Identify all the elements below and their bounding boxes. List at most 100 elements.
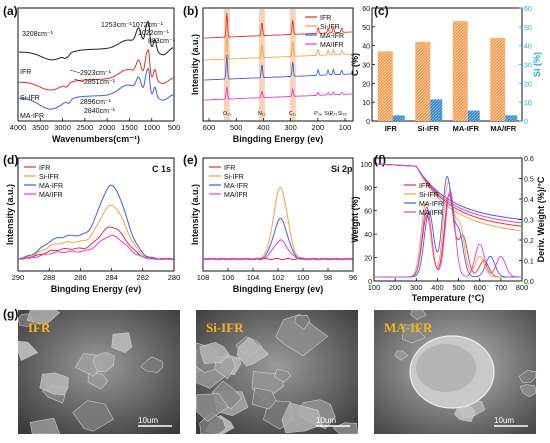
x-tick-label: 700 (495, 283, 508, 292)
x-tick-label: 286 (74, 273, 87, 282)
ftir-annotation: 2851cm⁻¹ (84, 79, 116, 86)
xps-e-series-MA/IFR (203, 239, 353, 261)
tga-x-label: Temperature (°C) (412, 293, 484, 303)
panel-label-g: (g) (3, 307, 18, 321)
survey-peak-label: P₂ₚ (314, 111, 323, 117)
tga-y-tick-label: 40 (364, 232, 372, 239)
survey-frame (202, 7, 354, 122)
tga-legend-label: Si-IFR (419, 192, 439, 199)
bar-y-tick-label-right: 20 (524, 81, 532, 88)
x-tick-label: 106 (222, 273, 235, 282)
x-tick-label: 2000 (99, 123, 116, 132)
x-tick-label: 108 (197, 273, 210, 282)
tga-y-tick-label-right: 0.0 (524, 279, 534, 286)
ftir-annotation: 1072cm⁻¹ (132, 22, 164, 29)
bar-y-tick-label-right: 50 (524, 25, 532, 32)
tga-legend-label: MA/IFR (419, 210, 443, 217)
xps-d-legend-label: MA-IFR (39, 183, 63, 190)
bar-y-tick-label: 0 (366, 119, 370, 126)
xps-d-frame (17, 157, 175, 272)
tga-deriv-MA/IFR (374, 189, 522, 278)
panel-label-e: (e) (183, 153, 198, 167)
sem-particle (274, 368, 292, 383)
sem-scale-label: 10um (494, 416, 514, 425)
bar-y-tick-label-right: 60 (524, 6, 532, 13)
sem-particle (394, 350, 408, 361)
survey-highlight-band (223, 9, 230, 120)
xps-e-legend-label: MA-IFR (224, 183, 248, 190)
panel-label-c: (c) (374, 4, 389, 18)
x-tick-label: 500 (452, 283, 465, 292)
bar-y-tick-label: 10 (362, 100, 370, 107)
x-tick-label: 4000 (10, 123, 27, 132)
tga-y-tick-label: 0 (368, 279, 372, 286)
bar-y-tick-label-right: 40 (524, 44, 532, 51)
survey-peak-label: C₁ₛ (289, 111, 297, 117)
bar-y-label-right: Si (%) (532, 52, 542, 77)
x-tick-label: 400 (431, 283, 444, 292)
bar-category-label: MA/IFR (490, 124, 516, 133)
bar-y-tick-label-right: 10 (524, 100, 532, 107)
tga-y-tick-label-right: 0.2 (524, 238, 534, 245)
sem-particle (39, 372, 69, 396)
bar-Si-IFR (392, 115, 405, 121)
sem-image-2: Si-IFR 10um (195, 310, 358, 435)
x-tick-label: 100 (368, 283, 381, 292)
tga-legend-label: MA-IFR (419, 201, 443, 208)
sem-particle (281, 402, 323, 434)
x-tick-label: 100 (297, 273, 310, 282)
tga-y-label-right: Deriv. Weight (%)/°C (536, 176, 546, 262)
xps-e-x-label: Bingding Energy (ev) (233, 284, 324, 294)
bar-y-tick-label: 50 (362, 25, 370, 32)
bar-y-tick-label: 60 (362, 6, 370, 13)
tga-legend-label: IFR (419, 183, 430, 190)
ftir-annotation: 2923cm⁻¹ (80, 70, 112, 77)
bar-category-label: Si-IFR (417, 124, 439, 133)
ftir-frame (17, 7, 175, 122)
xps-d-series-MA-IFR (17, 184, 174, 260)
sem-particle (87, 372, 109, 390)
x-tick-label: 300 (410, 283, 423, 292)
bar-y-tick-label: 20 (362, 81, 370, 88)
x-tick-label: 800 (516, 283, 529, 292)
xps-d-x-label: Bingding Energy (ev) (51, 284, 142, 294)
bar-y-tick-label-right: 30 (524, 63, 532, 70)
bar-y-tick-label-right: 0 (524, 119, 528, 126)
sem-particle (410, 309, 427, 320)
tga-weight-MA/IFR (374, 163, 523, 224)
x-tick-label: 500 (168, 123, 181, 132)
survey-series-IFR (204, 13, 352, 39)
x-tick-label: 280 (168, 273, 181, 282)
xps-d-series-MA/IFR (17, 234, 174, 261)
xps-e-y-label: Intensity (a.u.) (190, 184, 200, 245)
xps-e-series-MA-IFR (202, 217, 353, 261)
sem-particle (518, 370, 537, 383)
survey-y-label: Intensity (a.u.) (190, 34, 200, 95)
sem-particle (275, 314, 329, 357)
tga-y-label: Weight (%) (350, 196, 360, 242)
tga-y-tick-label: 20 (364, 256, 372, 263)
bar-Si-MA/IFR (505, 115, 518, 121)
ftir-arrow (73, 78, 85, 83)
ftir-x-label: Wavenumbers(cm⁻¹) (52, 134, 140, 144)
x-tick-label: 300 (284, 123, 297, 132)
tga-y-tick-label: 80 (364, 185, 372, 192)
xps-e-legend-label: MA/IFR (224, 192, 248, 199)
tga-deriv-MA-IFR (374, 176, 522, 278)
sem-sample-label: MA-IFR (384, 320, 433, 335)
sem-sample-label: IFR (28, 320, 51, 335)
sem-particle (72, 400, 114, 432)
sem-scale-label: 10um (138, 416, 158, 425)
bar-C-MA-IFR (452, 21, 468, 121)
sem-particle (519, 384, 537, 398)
bar-C-IFR (377, 51, 393, 121)
sem-image-1: IFR 10um (17, 309, 180, 435)
sem-particle (29, 417, 61, 435)
sem-particle (199, 341, 230, 365)
ftir-series-Si-IFR (18, 48, 174, 91)
sem-particle (26, 309, 61, 326)
tga-y-tick-label: 100 (360, 162, 372, 169)
xps-d-legend-label: MA/IFR (39, 192, 63, 199)
x-tick-label: 1000 (143, 123, 160, 132)
